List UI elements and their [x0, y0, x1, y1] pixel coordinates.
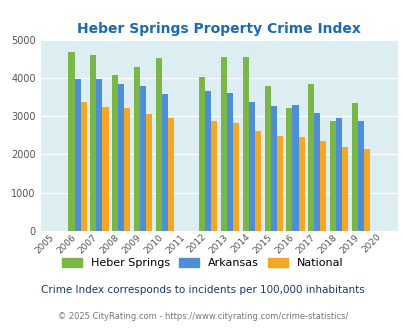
- Bar: [68, 52, 75, 231]
- Bar: [335, 118, 341, 231]
- Bar: [140, 86, 146, 231]
- Text: Crime Index corresponds to incidents per 100,000 inhabitants: Crime Index corresponds to incidents per…: [41, 285, 364, 295]
- Bar: [307, 84, 313, 231]
- Bar: [90, 54, 96, 231]
- Bar: [286, 108, 292, 231]
- Legend: Heber Springs, Arkansas, National: Heber Springs, Arkansas, National: [58, 253, 347, 273]
- Bar: [226, 93, 232, 231]
- Bar: [146, 114, 152, 231]
- Bar: [320, 141, 326, 231]
- Bar: [264, 85, 270, 231]
- Bar: [270, 106, 276, 231]
- Bar: [75, 80, 81, 231]
- Bar: [329, 121, 335, 231]
- Bar: [167, 118, 173, 231]
- Text: © 2025 CityRating.com - https://www.cityrating.com/crime-statistics/: © 2025 CityRating.com - https://www.city…: [58, 312, 347, 321]
- Bar: [220, 57, 226, 231]
- Bar: [341, 147, 347, 231]
- Bar: [254, 131, 260, 231]
- Bar: [248, 102, 254, 231]
- Bar: [292, 106, 298, 231]
- Bar: [351, 103, 357, 231]
- Bar: [102, 107, 108, 231]
- Title: Heber Springs Property Crime Index: Heber Springs Property Crime Index: [77, 22, 360, 36]
- Bar: [161, 94, 167, 231]
- Bar: [124, 108, 130, 231]
- Bar: [112, 75, 118, 231]
- Bar: [276, 136, 282, 231]
- Bar: [232, 123, 239, 231]
- Bar: [134, 67, 140, 231]
- Bar: [363, 149, 369, 231]
- Bar: [211, 121, 217, 231]
- Bar: [96, 79, 102, 231]
- Bar: [81, 102, 87, 231]
- Bar: [155, 58, 161, 231]
- Bar: [357, 121, 363, 231]
- Bar: [313, 113, 320, 231]
- Bar: [298, 137, 304, 231]
- Bar: [205, 91, 211, 231]
- Bar: [242, 57, 248, 231]
- Bar: [199, 77, 205, 231]
- Bar: [118, 84, 124, 231]
